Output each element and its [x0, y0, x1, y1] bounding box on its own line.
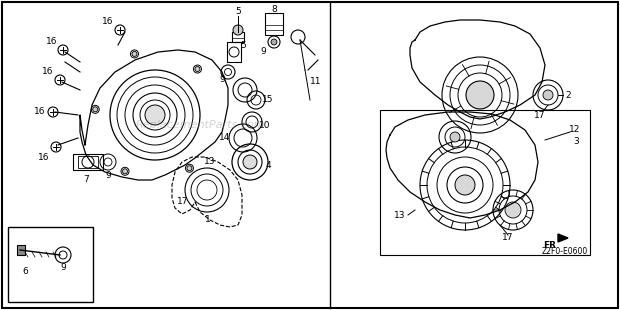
Circle shape [543, 90, 553, 100]
Text: 3: 3 [573, 138, 579, 147]
Text: ReplacementParts.com: ReplacementParts.com [135, 120, 265, 130]
Text: 4: 4 [265, 161, 271, 170]
Text: 16: 16 [34, 108, 46, 117]
Circle shape [466, 81, 494, 109]
Text: 16: 16 [42, 68, 54, 77]
Text: 9: 9 [260, 47, 266, 56]
Text: 17: 17 [177, 197, 188, 206]
Circle shape [187, 166, 192, 171]
Circle shape [233, 25, 243, 35]
Text: 16: 16 [38, 153, 50, 162]
Text: 16: 16 [102, 17, 113, 26]
Circle shape [132, 51, 137, 56]
Circle shape [505, 202, 521, 218]
Bar [8, 227, 93, 302]
Circle shape [195, 67, 200, 72]
Text: 12: 12 [569, 126, 581, 135]
Circle shape [145, 105, 165, 125]
Text: 9: 9 [105, 170, 111, 179]
Bar [227, 42, 241, 62]
Text: FR: FR [544, 241, 557, 250]
Polygon shape [558, 234, 568, 242]
Text: 6: 6 [22, 268, 28, 277]
Bar [78, 156, 98, 168]
Text: 17: 17 [534, 110, 546, 119]
Circle shape [271, 39, 277, 45]
Text: 5: 5 [235, 7, 241, 16]
Text: 8: 8 [271, 6, 277, 15]
Circle shape [455, 175, 475, 195]
Circle shape [123, 169, 128, 174]
Text: 2: 2 [565, 91, 571, 100]
Text: 14: 14 [219, 134, 231, 143]
Text: 13: 13 [394, 210, 405, 219]
Text: 1: 1 [205, 215, 211, 224]
Text: 10: 10 [259, 121, 271, 130]
Bar [232, 32, 244, 42]
Text: 17: 17 [502, 233, 514, 242]
Text: 13: 13 [204, 157, 216, 166]
Text: 5: 5 [240, 41, 246, 50]
Text: 15: 15 [262, 95, 274, 104]
Circle shape [450, 132, 460, 142]
Text: 11: 11 [310, 78, 322, 86]
Bar [73, 154, 103, 170]
Bar [380, 110, 590, 255]
Text: 9: 9 [219, 76, 225, 85]
Text: 9: 9 [60, 263, 66, 272]
Text: 16: 16 [46, 38, 58, 46]
Bar [265, 13, 283, 35]
Text: 7: 7 [83, 175, 89, 184]
Text: Z2F0-E0600: Z2F0-E0600 [542, 247, 588, 256]
Circle shape [243, 155, 257, 169]
Bar [17, 245, 25, 255]
Circle shape [93, 107, 98, 112]
